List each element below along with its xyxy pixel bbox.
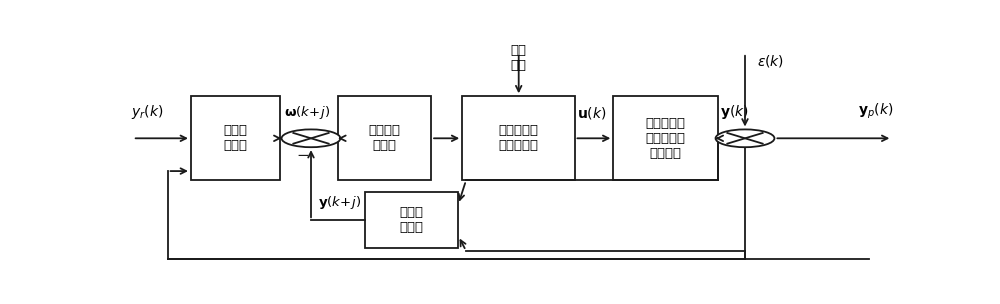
Text: −: − [297,148,310,163]
Text: 多区互联电
力负荷频率
控制系统: 多区互联电 力负荷频率 控制系统 [646,117,686,160]
Text: $\mathbf{y}(k)$: $\mathbf{y}(k)$ [720,103,749,121]
Circle shape [282,130,340,147]
Circle shape [716,130,774,147]
Text: $\mathbf{y}(k\!+\!j)$: $\mathbf{y}(k\!+\!j)$ [318,194,361,211]
Text: $\mathbf{u}(k)$: $\mathbf{u}(k)$ [577,105,606,121]
Text: 适应度函
数计算: 适应度函 数计算 [369,124,401,152]
Text: 预测输
出模型: 预测输 出模型 [400,206,424,234]
FancyBboxPatch shape [613,96,718,181]
Text: $\mathbf{\omega}(k\!+\!j)$: $\mathbf{\omega}(k\!+\!j)$ [284,104,330,121]
Text: 自适应进化
优化求解器: 自适应进化 优化求解器 [498,124,538,152]
FancyBboxPatch shape [365,192,458,248]
Text: 约束
条件: 约束 条件 [511,43,527,71]
Text: 参考轨
迹模型: 参考轨 迹模型 [223,124,247,152]
FancyBboxPatch shape [462,96,574,181]
Text: $y_r(k)$: $y_r(k)$ [131,103,164,121]
FancyBboxPatch shape [191,96,280,181]
FancyBboxPatch shape [338,96,431,181]
Text: $\mathbf{y}_p(k)$: $\mathbf{y}_p(k)$ [858,102,894,121]
Text: $\varepsilon(k)$: $\varepsilon(k)$ [757,53,784,69]
